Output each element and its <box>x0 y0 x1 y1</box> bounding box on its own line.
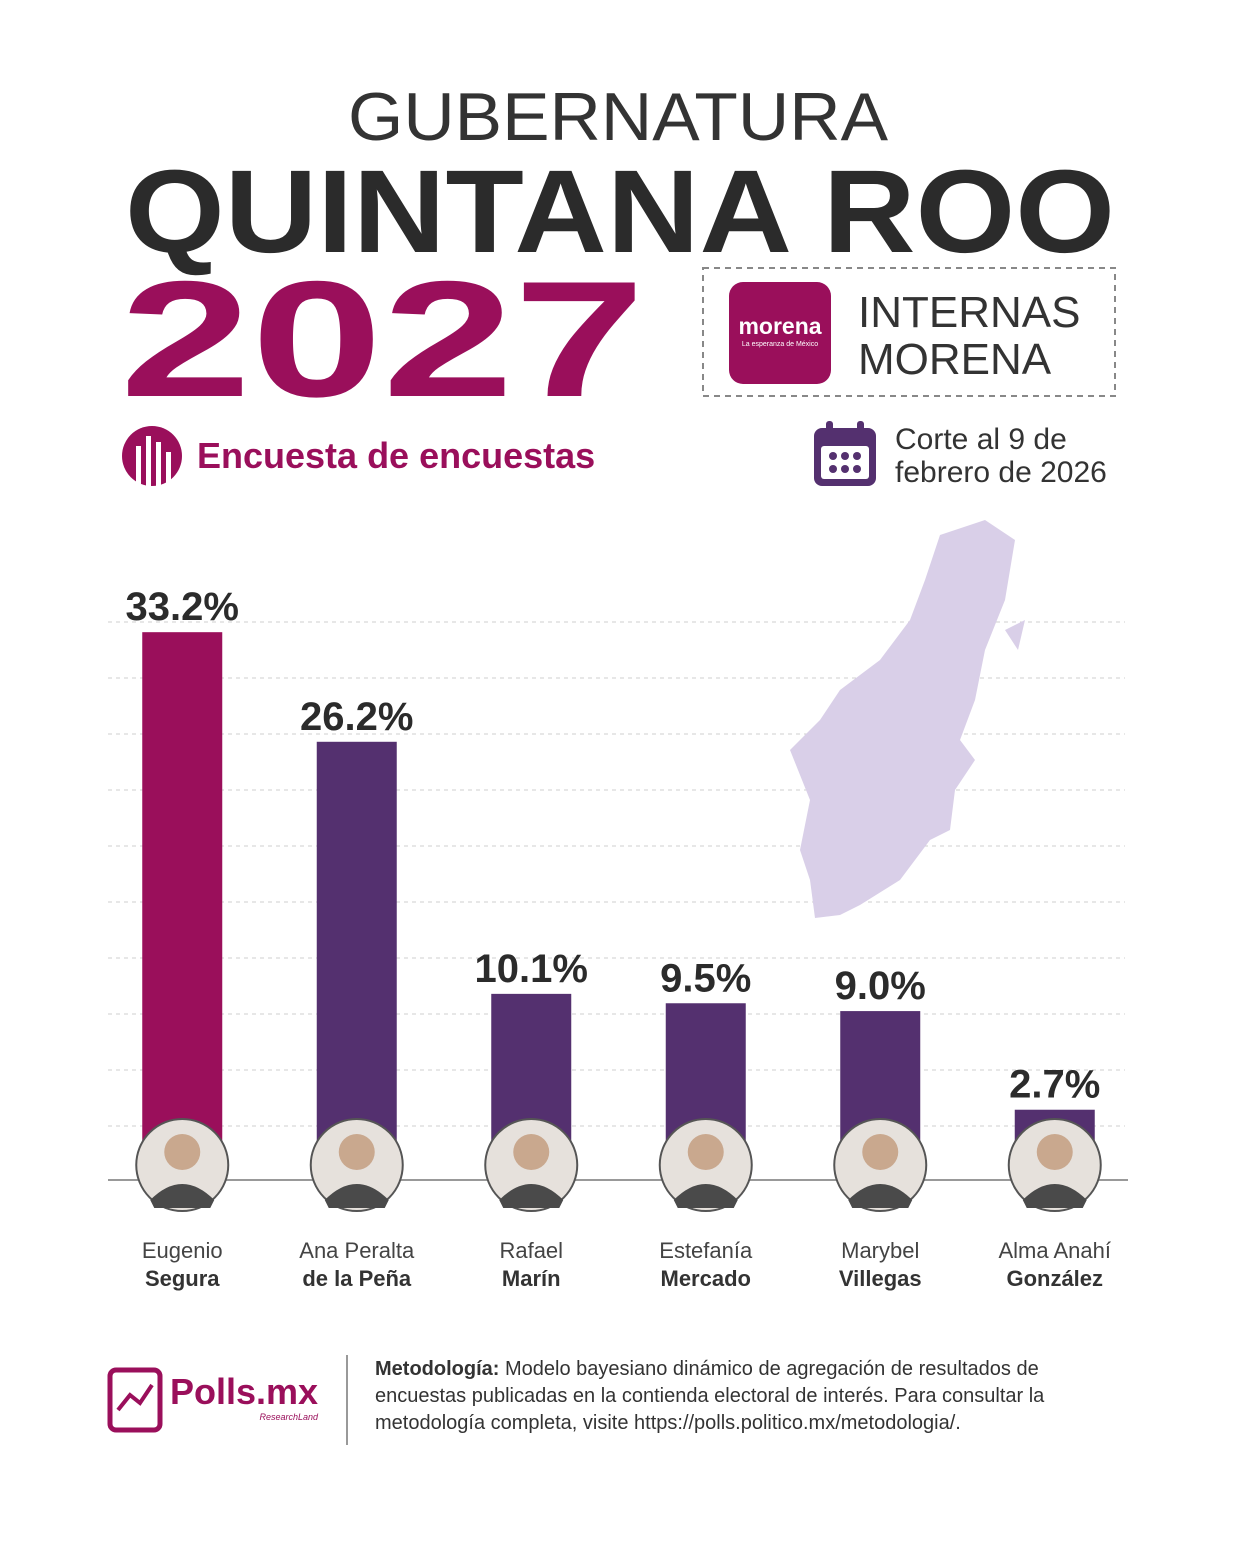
photo-body <box>499 1184 564 1208</box>
cutoff-line: Corte al 9 de <box>895 423 1067 456</box>
badge-line: MORENA <box>858 335 1052 384</box>
brand: Polls.mx <box>170 1371 318 1412</box>
photo-head <box>862 1134 899 1170</box>
bar <box>316 741 397 1152</box>
candidate-first: Marybel <box>841 1238 919 1263</box>
candidate-last: Villegas <box>839 1266 922 1291</box>
method-line: metodología completa, visite https://pol… <box>375 1412 961 1434</box>
photo-head <box>164 1134 201 1170</box>
value-label: 9.5% <box>660 956 751 1000</box>
photo-head <box>687 1134 724 1170</box>
candidate-last: González <box>1006 1266 1103 1291</box>
photo-body <box>673 1184 738 1208</box>
candidate-first: Rafael <box>499 1238 563 1263</box>
candidate-last: Marín <box>502 1266 561 1291</box>
photo-body <box>150 1184 215 1208</box>
photo-head <box>513 1134 550 1170</box>
value-label: 10.1% <box>475 947 588 991</box>
calendar-icon <box>814 421 876 486</box>
photo-body <box>848 1184 913 1208</box>
year-title: 2027 <box>120 247 645 431</box>
candidate-first: Estefanía <box>659 1238 753 1263</box>
candidate-last: Mercado <box>661 1266 751 1291</box>
badge-line: INTERNAS <box>858 288 1080 337</box>
value-label: 26.2% <box>300 695 413 739</box>
state-title: QUINTANA ROO <box>125 146 1115 278</box>
grid <box>108 621 1125 1127</box>
kicker: GUBERNATURA <box>348 79 889 155</box>
photo-body <box>324 1184 389 1208</box>
party-logo-text: morena <box>738 313 821 339</box>
party-logo <box>729 282 831 384</box>
badge-frame <box>702 267 1116 397</box>
cutoff-line: febrero de 2026 <box>895 456 1107 489</box>
method-label: Metodología: <box>375 1358 499 1380</box>
candidate-first: Alma Anahí <box>998 1238 1111 1263</box>
state-map <box>790 520 1025 918</box>
subtitle-icon <box>122 426 182 486</box>
method-line: Metodología: Modelo bayesiano dinámico d… <box>375 1358 1039 1380</box>
candidate-last: Segura <box>145 1266 220 1291</box>
bar <box>142 632 223 1152</box>
value-label: 2.7% <box>1009 1063 1100 1107</box>
candidate-first: Ana Peralta <box>299 1238 415 1263</box>
subtitle: Encuesta de encuestas <box>197 435 595 476</box>
method-text: Modelo bayesiano dinámico de agregación … <box>499 1358 1038 1380</box>
photo-head <box>1036 1134 1073 1170</box>
brand-logo <box>107 1367 163 1433</box>
party-tagline: La esperanza de México <box>742 341 818 348</box>
brand-sub: ResearchLand <box>259 1412 319 1422</box>
photo-body <box>1022 1184 1087 1208</box>
candidate-last: de la Peña <box>302 1266 412 1291</box>
value-label: 33.2% <box>126 585 239 629</box>
candidate-first: Eugenio <box>142 1238 223 1263</box>
plot: 33.2% Eugenio Segura 26.2% Ana Peralta de la … <box>108 585 1128 1291</box>
method-line: encuestas publicadas en la contienda ele… <box>375 1385 1045 1407</box>
value-label: 9.0% <box>835 964 926 1008</box>
photo-head <box>338 1134 375 1170</box>
